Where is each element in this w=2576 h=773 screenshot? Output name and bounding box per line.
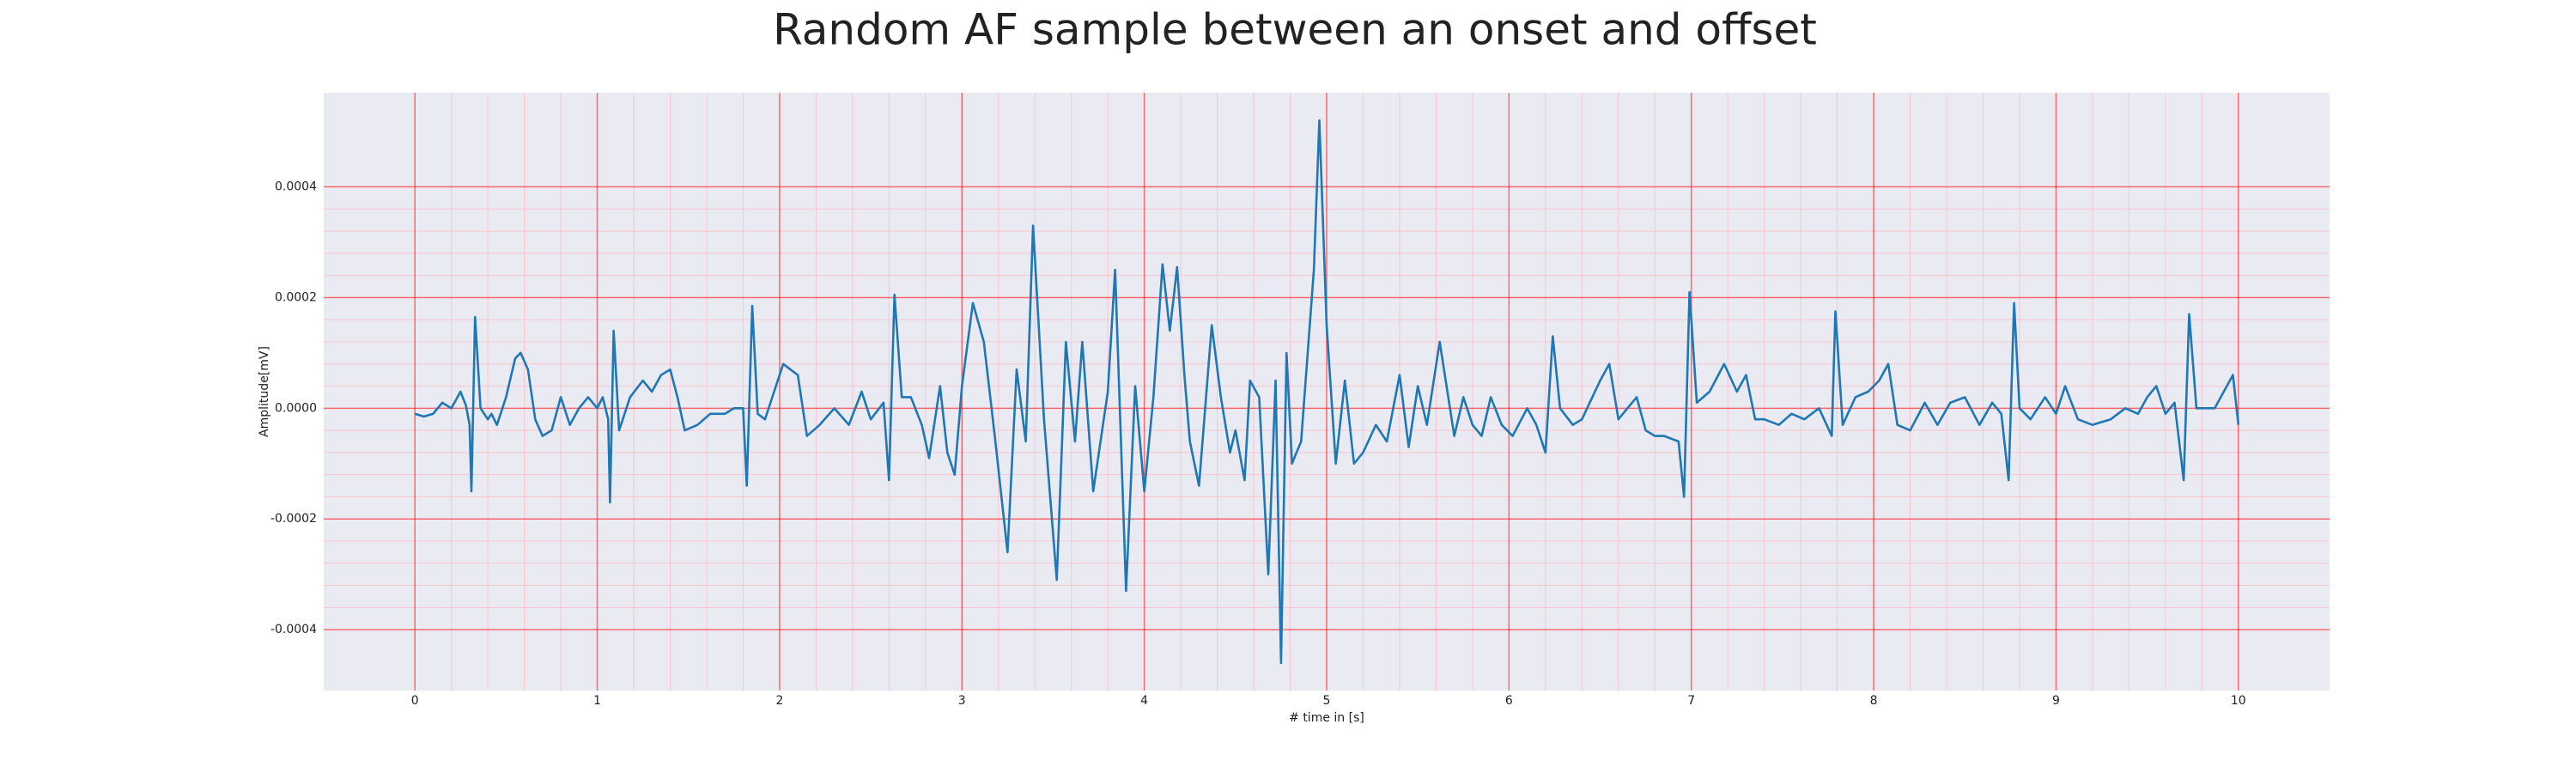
y-tick-label: -0.0004 bbox=[270, 623, 317, 636]
y-tick-label: 0.0002 bbox=[275, 290, 317, 304]
x-tick-label: 1 bbox=[593, 694, 601, 708]
y-tick-label: -0.0002 bbox=[270, 512, 317, 526]
y-tick-label: 0.0000 bbox=[275, 401, 317, 415]
x-tick-label: 3 bbox=[958, 694, 966, 708]
x-axis-label: # time in [s] bbox=[1289, 711, 1364, 725]
x-tick-label: 5 bbox=[1323, 694, 1331, 708]
x-tick-label: 7 bbox=[1687, 694, 1695, 708]
x-tick-label: 2 bbox=[775, 694, 783, 708]
x-tick-label: 4 bbox=[1140, 694, 1148, 708]
chart-title: Random AF sample between an onset and of… bbox=[773, 5, 1817, 55]
x-tick-label: 10 bbox=[2231, 694, 2246, 708]
y-axis-label: Amplitude[mV] bbox=[258, 346, 271, 437]
x-tick-label: 8 bbox=[1870, 694, 1878, 708]
x-tick-label: 9 bbox=[2052, 694, 2060, 708]
y-tick-label: 0.0004 bbox=[275, 180, 317, 194]
x-tick-label: 6 bbox=[1505, 694, 1513, 708]
x-tick-label: 0 bbox=[411, 694, 419, 708]
line-series bbox=[414, 119, 2240, 665]
